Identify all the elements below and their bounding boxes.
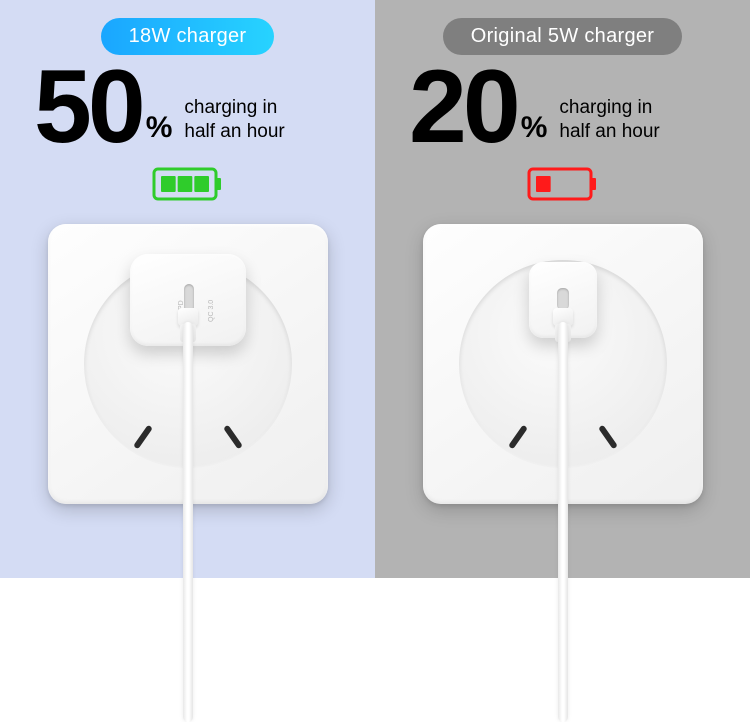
battery-icon-5w	[527, 167, 598, 206]
percent-caption-18w: % charging in half an hour	[146, 96, 285, 152]
subtext-line2-18w: half an hour	[184, 120, 284, 144]
charger-port-label-qc: QC 3.0	[208, 300, 215, 322]
headline-18w: 50 % charging in half an hour	[0, 63, 375, 151]
panel-5w: Original 5W charger 20 % charging in hal…	[375, 0, 750, 578]
badge-18w-label: 18W charger	[129, 25, 247, 47]
subtext-18w: charging in half an hour	[184, 96, 284, 146]
headline-5w: 20 % charging in half an hour	[375, 63, 750, 151]
percent-caption-5w: % charging in half an hour	[521, 96, 660, 152]
subtext-line2-5w: half an hour	[559, 120, 659, 144]
cable-5w	[558, 322, 568, 722]
outlet-18w: PD QC 3.0	[48, 224, 328, 504]
outlet-5w	[423, 224, 703, 504]
percent-value-18w: 50	[34, 63, 142, 151]
battery-icon-18w	[152, 167, 223, 206]
cable-18w	[183, 322, 193, 722]
percent-value-5w: 20	[409, 63, 517, 151]
panel-18w: 18W charger 50 % charging in half an hou…	[0, 0, 375, 578]
subtext-line1-5w: charging in	[559, 96, 659, 120]
charger-port-icon	[557, 288, 569, 310]
subtext-5w: charging in half an hour	[559, 96, 659, 146]
subtext-line1-18w: charging in	[184, 96, 284, 120]
percent-symbol-18w: %	[146, 111, 173, 145]
percent-symbol-5w: %	[521, 111, 548, 145]
badge-5w-label: Original 5W charger	[471, 25, 655, 47]
